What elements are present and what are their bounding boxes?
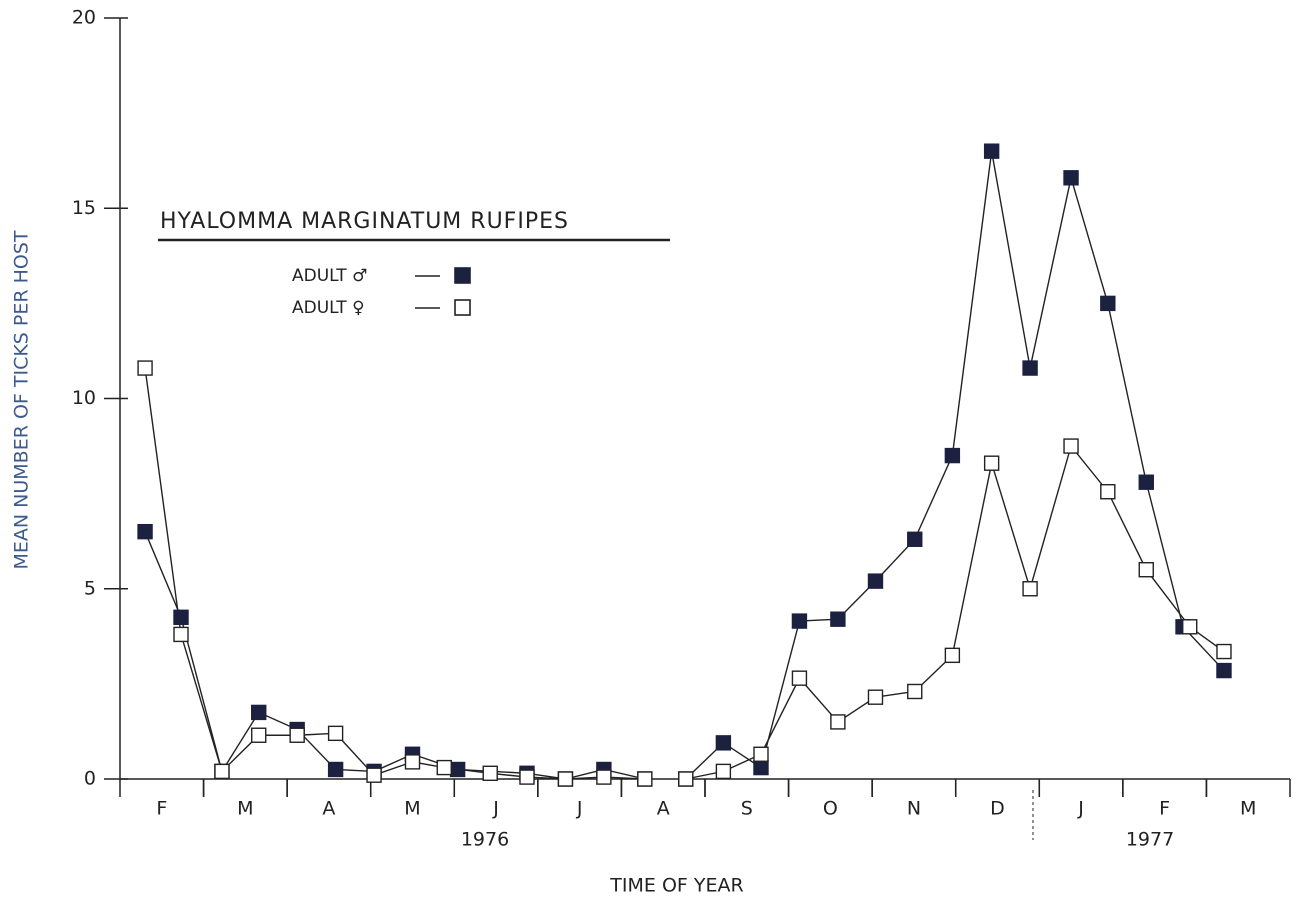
y-tick-label: 20 bbox=[72, 7, 96, 29]
marker bbox=[637, 771, 653, 787]
marker bbox=[1216, 643, 1232, 660]
marker bbox=[867, 689, 884, 705]
marker bbox=[137, 360, 153, 376]
y-tick-label: 5 bbox=[84, 577, 96, 599]
marker bbox=[983, 143, 1000, 159]
marker bbox=[907, 531, 923, 547]
y-axis-label: MEAN NUMBER OF TICKS PER HOST bbox=[11, 230, 33, 569]
x-tick-label: D bbox=[990, 798, 1005, 820]
marker bbox=[791, 670, 808, 686]
marker bbox=[1138, 474, 1154, 490]
x-tick-label: A bbox=[322, 798, 335, 820]
marker bbox=[830, 611, 846, 627]
marker bbox=[1022, 360, 1038, 376]
marker bbox=[753, 759, 769, 776]
marker bbox=[327, 761, 344, 778]
chart-title: HYALOMMA MARGINATUM RUFIPES bbox=[160, 209, 569, 234]
marker bbox=[1063, 438, 1079, 454]
x-tick-label: J bbox=[1077, 798, 1084, 820]
marker bbox=[173, 626, 189, 643]
x-tick-label: M bbox=[404, 798, 420, 820]
marker bbox=[251, 727, 267, 743]
x-tick-label: J bbox=[576, 798, 583, 820]
marker bbox=[557, 771, 574, 787]
legend-label: ADULT ♂ bbox=[292, 266, 367, 286]
marker bbox=[482, 765, 498, 781]
marker bbox=[519, 769, 535, 785]
y-tick-label: 10 bbox=[72, 387, 96, 409]
marker bbox=[1216, 662, 1232, 679]
legend-marker bbox=[454, 267, 471, 284]
marker bbox=[173, 609, 189, 625]
marker bbox=[1138, 562, 1154, 578]
x-tick-label: J bbox=[492, 798, 499, 820]
marker bbox=[366, 767, 382, 783]
x-tick-label: F bbox=[1159, 798, 1170, 820]
marker bbox=[1063, 170, 1079, 186]
series-line bbox=[144, 151, 1225, 780]
x-tick-label: F bbox=[156, 798, 167, 820]
marker bbox=[830, 714, 846, 730]
marker bbox=[1182, 619, 1198, 635]
x-tick-label: M bbox=[237, 798, 253, 820]
marker bbox=[753, 746, 769, 762]
marker bbox=[944, 447, 961, 464]
y-tick-label: 0 bbox=[84, 768, 96, 790]
marker bbox=[404, 754, 421, 770]
marker bbox=[596, 769, 612, 785]
legend-label: ADULT ♀ bbox=[292, 298, 365, 318]
legend-marker bbox=[454, 299, 471, 316]
x-tick-label: S bbox=[741, 798, 753, 820]
marker bbox=[907, 683, 923, 700]
y-tick-label: 15 bbox=[72, 197, 96, 219]
year-label: 1976 bbox=[461, 829, 509, 851]
marker bbox=[678, 771, 694, 787]
marker bbox=[251, 704, 267, 721]
series-line bbox=[144, 367, 1225, 780]
marker bbox=[449, 761, 466, 778]
marker bbox=[791, 613, 808, 629]
x-tick-label: M bbox=[1240, 798, 1256, 820]
marker bbox=[1100, 295, 1116, 312]
marker bbox=[867, 573, 884, 589]
marker bbox=[715, 763, 732, 780]
year-label: 1977 bbox=[1126, 829, 1174, 851]
x-tick-label: O bbox=[823, 798, 838, 820]
marker bbox=[983, 455, 1000, 471]
marker bbox=[436, 759, 452, 776]
marker bbox=[137, 523, 153, 540]
marker bbox=[214, 763, 230, 780]
x-tick-label: N bbox=[907, 798, 921, 820]
marker bbox=[1100, 484, 1116, 500]
marker bbox=[944, 647, 961, 664]
marker bbox=[1022, 581, 1038, 597]
marker bbox=[289, 727, 305, 743]
marker bbox=[715, 735, 732, 751]
x-tick-label: A bbox=[657, 798, 670, 820]
marker bbox=[327, 725, 344, 742]
x-axis-label: TIME OF YEAR bbox=[609, 875, 743, 897]
